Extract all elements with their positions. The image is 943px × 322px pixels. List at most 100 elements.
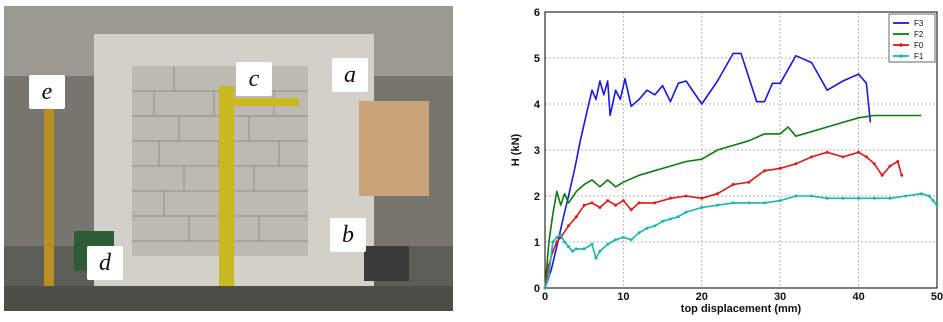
x-axis-label: top displacement (mm) xyxy=(681,303,802,315)
point-F1 xyxy=(919,192,923,196)
point-F1 xyxy=(606,242,610,246)
y-tick-label: 3 xyxy=(534,145,540,157)
point-F1 xyxy=(543,286,547,290)
hysteresis-chart: 0 10 20 30 40 50 0 1 2 3 4 5 6 top displacement (mm)… xyxy=(510,7,943,315)
point-F1 xyxy=(841,196,845,200)
label-d: d xyxy=(87,246,123,280)
point-F0 xyxy=(629,208,633,212)
y-tick-label: 2 xyxy=(534,191,540,203)
point-F1 xyxy=(931,199,935,203)
point-F1 xyxy=(825,196,829,200)
x-tick-label: 50 xyxy=(931,291,943,303)
point-F1 xyxy=(551,240,555,244)
point-F1 xyxy=(700,206,704,209)
x-tick-label: 0 xyxy=(542,291,548,303)
point-F0 xyxy=(880,173,884,177)
point-F1 xyxy=(570,249,574,253)
point-F1 xyxy=(574,247,578,251)
legend-label-F1: F1 xyxy=(914,52,924,61)
point-F1 xyxy=(629,238,633,242)
point-F1 xyxy=(731,201,735,205)
y-tick-label: 4 xyxy=(534,99,541,111)
legend-label-F3: F3 xyxy=(914,19,924,28)
point-F0 xyxy=(668,196,672,200)
x-tick-label: 40 xyxy=(852,291,864,303)
point-F0 xyxy=(825,150,829,154)
axis-ticks: 0 10 20 30 40 50 0 1 2 3 4 5 6 xyxy=(534,7,943,303)
y-axis-label: H (kN) xyxy=(510,133,522,166)
point-F1 xyxy=(684,210,688,214)
point-F0 xyxy=(872,162,876,166)
x-tick-label: 20 xyxy=(696,291,708,303)
x-tick-label: 30 xyxy=(774,291,786,303)
chart-series xyxy=(543,52,939,290)
point-F0 xyxy=(810,155,814,159)
test-setup-photo: a b c d e xyxy=(4,6,453,311)
point-F1 xyxy=(645,226,649,230)
point-F0 xyxy=(900,173,904,177)
test-setup-photo-drawing xyxy=(4,6,453,311)
point-F1 xyxy=(621,235,625,239)
point-F1 xyxy=(927,194,931,198)
point-F0 xyxy=(582,203,586,207)
point-F0 xyxy=(747,180,751,184)
point-F0 xyxy=(598,206,602,209)
point-F1 xyxy=(559,233,563,237)
point-F0 xyxy=(700,196,704,200)
point-F0 xyxy=(606,199,610,203)
point-F0 xyxy=(794,162,798,166)
point-F1 xyxy=(794,194,798,198)
y-tick-label: 1 xyxy=(534,237,540,249)
point-F0 xyxy=(614,203,618,207)
point-F0 xyxy=(621,199,625,203)
plot-frame xyxy=(544,11,938,289)
point-F0 xyxy=(653,201,657,205)
y-tick-label: 0 xyxy=(534,283,540,295)
point-F1 xyxy=(778,199,782,203)
point-F0 xyxy=(590,201,594,205)
y-tick-label: 6 xyxy=(534,7,540,19)
point-F0 xyxy=(841,155,845,159)
label-c: c xyxy=(236,62,272,96)
series-line-F0 xyxy=(544,151,903,289)
point-F0 xyxy=(715,192,719,196)
point-F1 xyxy=(904,194,908,198)
point-F1 xyxy=(614,238,618,242)
point-F1 xyxy=(598,249,602,253)
point-F0 xyxy=(731,183,735,186)
point-F1 xyxy=(661,219,665,223)
series-line-F1 xyxy=(544,192,938,289)
point-F0 xyxy=(857,150,861,154)
x-tick-label: 10 xyxy=(617,291,629,303)
point-F0 xyxy=(574,215,578,219)
point-F0 xyxy=(888,164,892,168)
point-F0 xyxy=(637,201,641,205)
legend-box xyxy=(888,13,936,63)
point-F1 xyxy=(747,201,751,205)
point-F0 xyxy=(555,240,559,244)
point-F0 xyxy=(864,155,868,159)
point-F0 xyxy=(896,160,900,163)
point-F1 xyxy=(857,196,861,200)
point-F0 xyxy=(763,169,767,173)
series-line-F3 xyxy=(544,52,872,289)
point-F1 xyxy=(637,231,641,235)
point-F1 xyxy=(715,203,719,207)
point-F1 xyxy=(668,217,672,221)
legend-marker-F0 xyxy=(899,43,903,47)
point-F1 xyxy=(555,235,559,239)
point-F0 xyxy=(684,194,688,198)
chart-legend: F3 F2 F0 F1 xyxy=(888,13,936,63)
y-tick-label: 5 xyxy=(534,53,540,65)
legend-label-F0: F0 xyxy=(914,41,924,50)
point-F1 xyxy=(582,247,586,251)
point-F1 xyxy=(676,215,680,219)
point-F1 xyxy=(590,242,594,246)
point-F1 xyxy=(567,245,571,249)
label-a: a xyxy=(332,58,368,92)
legend-marker-F1 xyxy=(899,54,903,58)
series-line-F2 xyxy=(544,114,922,289)
point-F0 xyxy=(778,166,782,170)
point-F1 xyxy=(888,196,892,200)
point-F1 xyxy=(935,203,939,207)
